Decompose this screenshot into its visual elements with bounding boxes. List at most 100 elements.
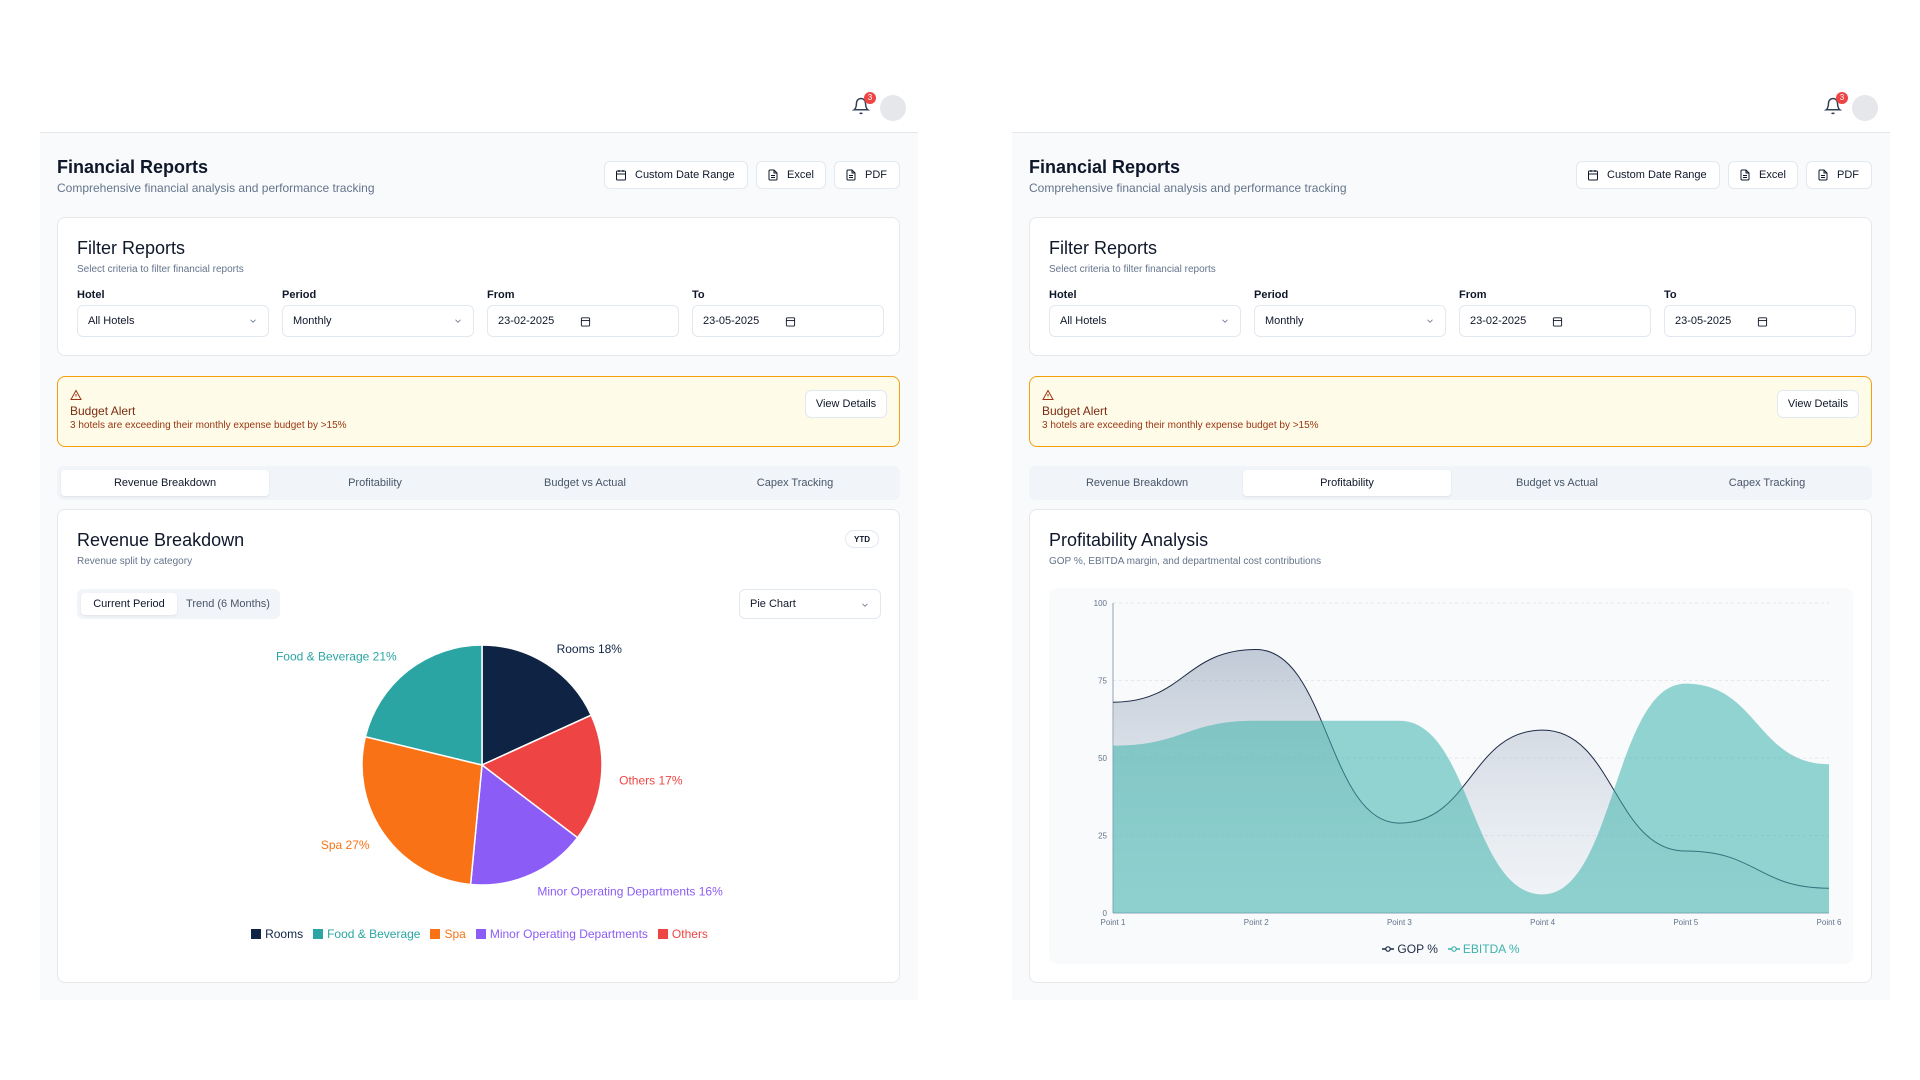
pdf-label: PDF: [865, 169, 887, 181]
x-tick-label: Point 3: [1387, 918, 1412, 927]
custom-date-range-button[interactable]: Custom Date Range: [1576, 161, 1720, 189]
legend-swatch: [475, 929, 486, 939]
tab-capex-tracking[interactable]: Capex Tracking: [756, 477, 834, 489]
file-icon: [1740, 169, 1750, 181]
area-legend: GOP % EBITDA %: [1049, 942, 1853, 956]
pie-slice-food-and-beverage[interactable]: [364, 644, 483, 766]
pie-slice-minor-operating-departments[interactable]: [469, 763, 579, 886]
legend-item-gop[interactable]: GOP %: [1382, 942, 1438, 956]
page-content: Financial Reports Comprehensive financia…: [40, 133, 918, 1000]
budget-alert: Budget Alert 3 hotels are exceeding thei…: [1029, 376, 1872, 447]
hotel-select[interactable]: All Hotels: [1049, 305, 1241, 337]
tab-revenue-breakdown[interactable]: Revenue Breakdown: [1085, 477, 1189, 489]
legend-item-food-and-beverage[interactable]: Food & Beverage: [313, 927, 420, 941]
calendar-icon[interactable]: [785, 316, 796, 327]
calendar-icon[interactable]: [580, 316, 591, 327]
chart-type-select[interactable]: Pie Chart: [739, 589, 881, 619]
bell-icon[interactable]: [852, 97, 870, 115]
chevron-down-icon: [455, 319, 461, 323]
legend-line-icon: [1447, 946, 1460, 952]
profitability-panel: 3 Financial Reports Comprehensive financ…: [1012, 85, 1890, 1000]
period-select[interactable]: Monthly: [282, 305, 474, 337]
alert-text: 3 hotels are exceeding their monthly exp…: [1042, 420, 1319, 431]
calendar-icon[interactable]: [1552, 316, 1563, 327]
bell-icon[interactable]: [1824, 97, 1842, 115]
calendar-icon: [616, 170, 626, 181]
from-label: From: [1459, 289, 1487, 301]
pdf-button[interactable]: PDF: [834, 161, 900, 189]
pie-legend: Rooms Food & Beverage Spa Minor Operating D…: [58, 927, 901, 941]
tab-revenue-breakdown[interactable]: Revenue Breakdown: [61, 470, 269, 496]
filter-title: Filter Reports: [77, 238, 186, 258]
to-date-input[interactable]: 23-05-2025: [692, 305, 884, 337]
profitability-chart-area: 0 25 50 75 100 Point 1 Point 2 Point 3 Point 4 Po…: [1049, 588, 1853, 964]
period-label: Period: [1254, 289, 1289, 301]
top-bar: 3: [40, 85, 918, 133]
chevron-down-icon: [250, 319, 256, 323]
pie-slice-others[interactable]: [480, 714, 603, 839]
revenue-title: Revenue Breakdown: [77, 530, 245, 550]
legend-item-spa[interactable]: Spa: [430, 927, 466, 941]
y-tick-label: 75: [1098, 677, 1107, 686]
from-label: From: [487, 289, 515, 301]
legend-item-ebitda[interactable]: EBITDA %: [1447, 942, 1520, 956]
pdf-button[interactable]: PDF: [1806, 161, 1872, 189]
custom-date-range-button[interactable]: Custom Date Range: [604, 161, 748, 189]
tab-budget-vs-actual[interactable]: Budget vs Actual: [544, 477, 626, 489]
profitability-title: Profitability Analysis: [1049, 530, 1209, 550]
avatar[interactable]: [880, 95, 906, 121]
to-date-input[interactable]: 23-05-2025: [1664, 305, 1856, 337]
hotel-value: All Hotels: [1060, 315, 1107, 327]
file-icon: [768, 169, 778, 181]
pie-label-spa: Spa 27%: [321, 838, 370, 852]
tab-profitability[interactable]: Profitability: [348, 477, 402, 489]
tab-capex-tracking[interactable]: Capex Tracking: [1728, 477, 1806, 489]
avatar[interactable]: [1852, 95, 1878, 121]
pie-slice-spa[interactable]: [361, 735, 483, 886]
view-details-button[interactable]: View Details: [805, 390, 887, 418]
tab-profitability[interactable]: Profitability: [1243, 470, 1451, 496]
legend-label: Minor Operating Departments: [489, 927, 648, 941]
filter-card: Filter Reports Select criteria to filter…: [1029, 217, 1872, 356]
x-tick-label: Point 1: [1101, 918, 1126, 927]
excel-button[interactable]: Excel: [1728, 161, 1798, 189]
from-value: 23-02-2025: [1470, 315, 1527, 327]
legend-item-others[interactable]: Others: [657, 927, 708, 941]
from-date-input[interactable]: 23-02-2025: [487, 305, 679, 337]
legend-item-minor-operating-departments[interactable]: Minor Operating Departments: [475, 927, 648, 941]
tab-budget-vs-actual[interactable]: Budget vs Actual: [1516, 477, 1598, 489]
trend-toggle[interactable]: Trend (6 Months): [186, 598, 270, 610]
legend-swatch: [313, 929, 324, 939]
file-icon: [846, 169, 856, 181]
x-tick-label: Point 5: [1673, 918, 1698, 927]
filter-subtitle: Select criteria to filter financial repo…: [77, 264, 244, 275]
period-select[interactable]: Monthly: [1254, 305, 1446, 337]
legend-item-rooms[interactable]: Rooms: [251, 927, 303, 941]
notification-badge: 3: [864, 92, 876, 104]
calendar-icon[interactable]: [1757, 316, 1768, 327]
hotel-select[interactable]: All Hotels: [77, 305, 269, 337]
custom-date-range-label: Custom Date Range: [635, 169, 735, 181]
profitability-area-chart: 0 25 50 75 100 Point 1 Point 2 Point 3 Point 4 Po…: [1094, 599, 1842, 927]
notification-badge: 3: [1836, 92, 1848, 104]
page-title: Financial Reports: [57, 157, 209, 177]
current-period-toggle[interactable]: Current Period: [81, 593, 177, 615]
filter-title: Filter Reports: [1049, 238, 1158, 258]
to-label: To: [1664, 289, 1677, 301]
pie-slice-rooms[interactable]: [481, 644, 593, 767]
legend-swatch: [657, 929, 668, 939]
excel-label: Excel: [787, 169, 814, 181]
chevron-down-icon: [1427, 319, 1433, 323]
page-subtitle: Comprehensive financial analysis and per…: [1029, 181, 1347, 195]
custom-date-range-label: Custom Date Range: [1607, 169, 1707, 181]
from-date-input[interactable]: 23-02-2025: [1459, 305, 1651, 337]
view-details-button[interactable]: View Details: [1777, 390, 1859, 418]
revenue-card: Revenue Breakdown Revenue split by categ…: [57, 509, 900, 983]
excel-button[interactable]: Excel: [756, 161, 826, 189]
filter-subtitle: Select criteria to filter financial repo…: [1049, 264, 1216, 275]
budget-alert: Budget Alert 3 hotels are exceeding thei…: [57, 376, 900, 447]
legend-label: EBITDA %: [1462, 942, 1520, 956]
area-ebitda: [1113, 683, 1829, 913]
chevron-down-icon: [1222, 319, 1228, 323]
to-value: 23-05-2025: [703, 315, 760, 327]
